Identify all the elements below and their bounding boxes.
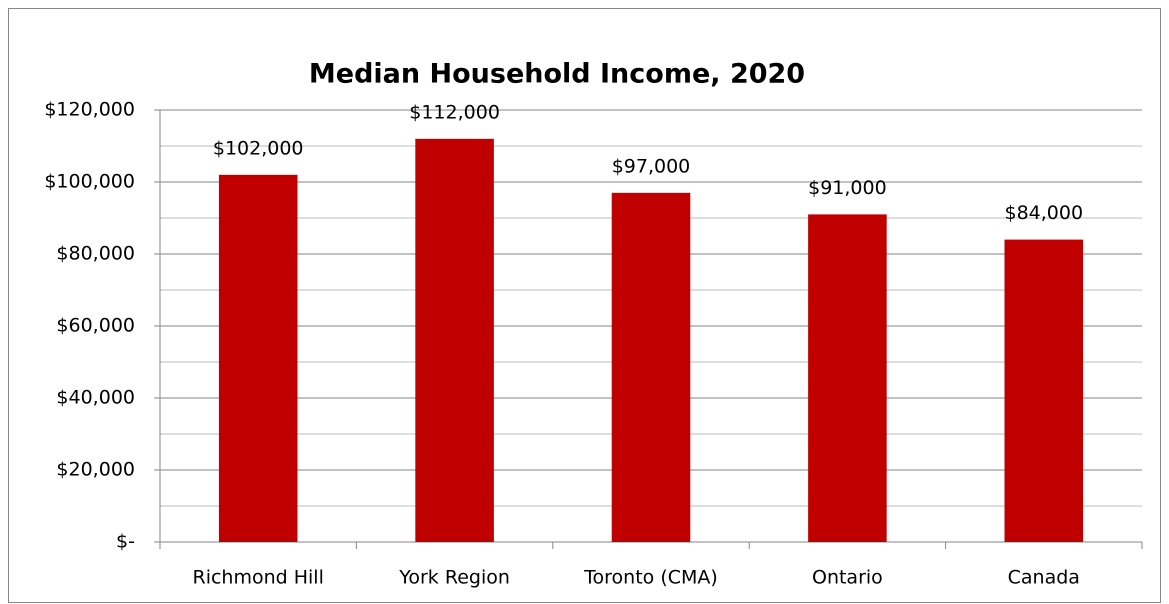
y-tick-label: $60,000 — [56, 315, 135, 337]
y-tick-label: $- — [116, 531, 135, 553]
y-tick-label: $20,000 — [56, 459, 135, 481]
bar — [218, 174, 298, 543]
x-tick-label: York Region — [398, 567, 510, 589]
x-tick-label: Richmond Hill — [193, 567, 324, 589]
chart-border — [8, 8, 1161, 603]
y-tick-label: $40,000 — [56, 387, 135, 409]
data-label: $91,000 — [808, 177, 887, 199]
bar — [611, 192, 691, 543]
chart-title: Median Household Income, 2020 — [309, 59, 805, 90]
data-label: $97,000 — [612, 155, 691, 177]
y-tick-label: $100,000 — [44, 171, 135, 193]
bar — [1004, 239, 1084, 542]
y-tick-label: $120,000 — [44, 99, 135, 121]
bar — [808, 214, 887, 542]
data-label: $84,000 — [1005, 202, 1084, 224]
bar — [415, 138, 494, 543]
x-tick-label: Toronto (CMA) — [583, 567, 718, 589]
y-tick-label: $80,000 — [56, 243, 135, 265]
data-label: $102,000 — [213, 137, 304, 159]
x-tick-label: Canada — [1008, 567, 1080, 589]
data-label: $112,000 — [409, 101, 500, 123]
x-tick-label: Ontario — [812, 567, 883, 589]
